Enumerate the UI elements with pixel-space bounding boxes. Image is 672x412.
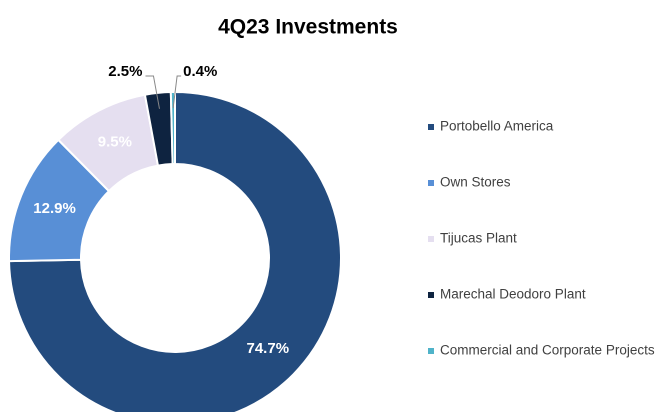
legend-swatch (428, 348, 434, 354)
leader-line (172, 75, 182, 109)
slice (8, 90, 342, 412)
data-label: 12.9% (33, 200, 76, 217)
legend-label: Marechal Deodoro Plant (440, 287, 586, 302)
chart-title: 4Q23 Investments (218, 16, 398, 39)
legend-label: Commercial and Corporate Projects (440, 343, 655, 358)
data-label: 74.7% (247, 340, 290, 357)
legend-swatch (428, 236, 434, 242)
data-label: 2.5% (108, 63, 142, 80)
legend-label: Portobello America (440, 119, 554, 134)
data-label: 0.4% (183, 63, 217, 80)
data-label: 9.5% (98, 134, 132, 151)
legend-label: Tijucas Plant (440, 231, 517, 246)
legend-swatch (428, 124, 434, 130)
legend-label: Own Stores (440, 175, 511, 190)
leader-line (145, 75, 160, 109)
legend-swatch (428, 292, 434, 298)
legend-swatch (428, 180, 434, 186)
slice (169, 90, 176, 166)
